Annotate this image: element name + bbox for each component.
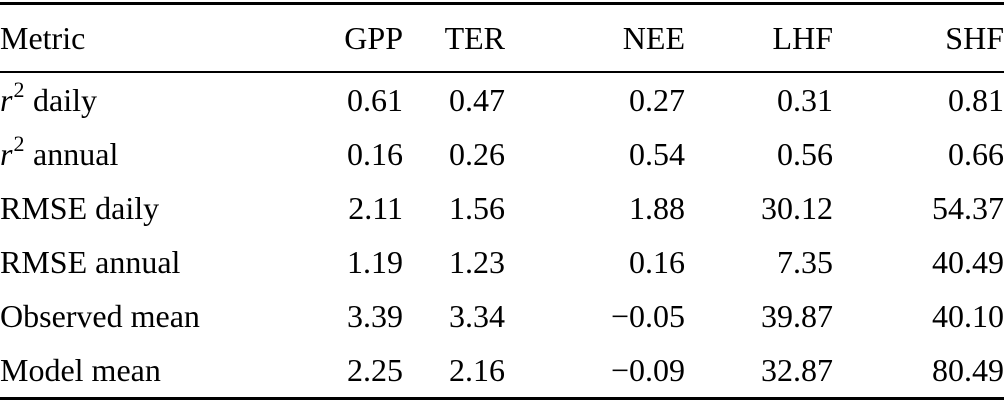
value-cell-nee: 1.88 bbox=[629, 190, 685, 226]
value-cell-nee: −0.05 bbox=[610, 298, 685, 334]
column-header-lhf: LHF bbox=[685, 2, 833, 73]
value-cell-nee: 0.27 bbox=[629, 82, 685, 118]
metric-rest: annual bbox=[33, 136, 119, 172]
column-header-ter: TER bbox=[403, 2, 505, 73]
table-row-r2-daily: r2 daily 0.61 0.47 0.27 0.31 0.81 bbox=[0, 72, 1004, 127]
value-cell-shf: 54.37 bbox=[932, 190, 1004, 226]
metric-rest: daily bbox=[33, 82, 98, 118]
metric-label-r2-annual: r2 annual bbox=[0, 127, 302, 181]
value-cell-lhf: 32.87 bbox=[685, 343, 833, 400]
table-row-model-mean: Model mean 2.25 2.16 −0.09 32.87 80.49 bbox=[0, 343, 1004, 400]
value-cell-ter: 1.23 bbox=[449, 244, 505, 280]
column-header-gpp: GPP bbox=[302, 2, 403, 73]
metrics-table: Metric GPP TER NEE LHF SHF r2 daily 0.61 … bbox=[0, 2, 1004, 400]
value-cell-gpp: 3.39 bbox=[347, 298, 403, 334]
metric-superscript: 2 bbox=[13, 131, 25, 157]
value-cell-shf: 40.10 bbox=[932, 298, 1004, 334]
value-cell-nee: 0.54 bbox=[629, 136, 685, 172]
value-cell-nee: −0.09 bbox=[505, 343, 685, 400]
value-cell-lhf: 7.35 bbox=[777, 244, 833, 280]
metric-superscript: 2 bbox=[13, 77, 25, 103]
value-cell-shf: 0.81 bbox=[948, 82, 1004, 118]
value-cell-gpp: 0.16 bbox=[347, 136, 403, 172]
value-cell-gpp: 2.25 bbox=[302, 343, 403, 400]
value-cell-ter: 0.26 bbox=[449, 136, 505, 172]
value-cell-lhf: 0.31 bbox=[777, 82, 833, 118]
value-cell-shf: 40.49 bbox=[932, 244, 1004, 280]
value-cell-gpp: 0.61 bbox=[347, 82, 403, 118]
metric-label-r2-daily: r2 daily bbox=[0, 72, 302, 127]
column-header-nee: NEE bbox=[505, 2, 685, 73]
value-cell-ter: 0.47 bbox=[449, 82, 505, 118]
table-row-r2-annual: r2 annual 0.16 0.26 0.54 0.56 0.66 bbox=[0, 127, 1004, 181]
metric-label-rmse-daily: RMSE daily bbox=[0, 190, 160, 226]
metric-label-rmse-annual: RMSE annual bbox=[0, 244, 181, 280]
value-cell-ter: 3.34 bbox=[449, 298, 505, 334]
metric-variable: r bbox=[0, 82, 13, 118]
value-cell-gpp: 2.11 bbox=[348, 190, 403, 226]
value-cell-shf: 0.66 bbox=[948, 136, 1004, 172]
value-cell-lhf: 0.56 bbox=[777, 136, 833, 172]
table-row-rmse-daily: RMSE daily 2.11 1.56 1.88 30.12 54.37 bbox=[0, 181, 1004, 235]
value-cell-lhf: 39.87 bbox=[761, 298, 833, 334]
column-header-metric: Metric bbox=[0, 2, 302, 73]
metric-label-model-mean: Model mean bbox=[0, 343, 302, 400]
table-header-row: Metric GPP TER NEE LHF SHF bbox=[0, 2, 1004, 73]
table-row-rmse-annual: RMSE annual 1.19 1.23 0.16 7.35 40.49 bbox=[0, 235, 1004, 289]
table-row-observed-mean: Observed mean 3.39 3.34 −0.05 39.87 40.1… bbox=[0, 289, 1004, 343]
value-cell-ter: 2.16 bbox=[403, 343, 505, 400]
value-cell-gpp: 1.19 bbox=[347, 244, 403, 280]
column-header-shf: SHF bbox=[833, 2, 1004, 73]
value-cell-lhf: 30.12 bbox=[761, 190, 833, 226]
metric-variable: r bbox=[0, 136, 13, 172]
value-cell-ter: 1.56 bbox=[449, 190, 505, 226]
value-cell-shf: 80.49 bbox=[833, 343, 1004, 400]
metric-label-observed-mean: Observed mean bbox=[0, 298, 200, 334]
value-cell-nee: 0.16 bbox=[629, 244, 685, 280]
